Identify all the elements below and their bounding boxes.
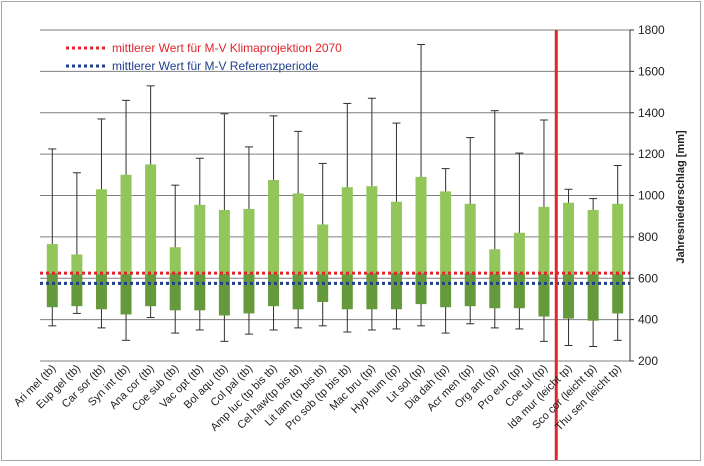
box-upper [120, 174, 132, 275]
box-upper [243, 208, 255, 275]
box-upper [268, 179, 280, 275]
box-lower [440, 274, 452, 308]
y-tick-label: 1400 [638, 106, 665, 120]
box-lower [120, 274, 132, 315]
box-upper [390, 201, 402, 274]
box-lower [145, 274, 157, 307]
box-upper [563, 202, 575, 275]
box-upper [95, 189, 107, 275]
box-lower [538, 274, 550, 317]
y-tick-label: 600 [638, 271, 658, 285]
box-lower [292, 274, 304, 310]
box-upper [71, 254, 83, 275]
box-upper [145, 164, 157, 275]
box-upper [489, 249, 501, 275]
y-axis-label: Jahresniederschlag [mm] [675, 130, 687, 264]
y-tick-label: 800 [638, 230, 658, 244]
legend-reference-label: mittlerer Wert für M-V Referenzperiode [112, 59, 319, 73]
box-upper [292, 193, 304, 275]
box-lower [489, 274, 501, 309]
reference-line-layer [40, 30, 630, 460]
box-upper [587, 209, 599, 275]
box-lower [317, 274, 329, 303]
box-lower [341, 274, 353, 310]
box-upper [341, 187, 353, 275]
box-upper [366, 186, 378, 274]
y-tick-label: 1800 [638, 23, 665, 37]
grid-layer [40, 29, 630, 362]
y-tick-label: 200 [638, 354, 658, 368]
box-upper [194, 204, 206, 275]
box-lower [95, 274, 107, 310]
legend-future-label: mittlerer Wert für M-V Klimaprojektion 2… [112, 41, 342, 55]
box-upper [169, 247, 181, 274]
box-layer [46, 43, 624, 348]
box-lower [243, 274, 255, 314]
box-lower [218, 274, 230, 316]
box-lower [390, 273, 402, 310]
box-lower [366, 273, 378, 310]
box-upper [538, 206, 550, 275]
y-tick-label: 1200 [638, 147, 665, 161]
box-upper [440, 191, 452, 275]
box-upper [317, 224, 329, 275]
box-lower [46, 273, 58, 308]
y-tick-label: 400 [638, 313, 658, 327]
box-lower [612, 274, 624, 314]
box-upper [612, 203, 624, 275]
box-upper [464, 203, 476, 274]
box-upper [218, 209, 230, 275]
legend: mittlerer Wert für M-V Klimaprojektion 2… [66, 41, 342, 73]
box-lower [71, 274, 83, 307]
box-upper [513, 232, 525, 274]
box-lower [169, 273, 181, 311]
box-lower [513, 273, 525, 309]
box-lower [464, 273, 476, 307]
box-lower [587, 274, 599, 321]
box-lower [415, 273, 427, 305]
box-lower [563, 274, 575, 319]
box-lower [194, 274, 206, 311]
y-tick-label: 1600 [638, 64, 665, 78]
box-upper [46, 244, 58, 274]
y-tick-label: 1000 [638, 189, 665, 203]
box-upper [415, 176, 427, 274]
box-lower [268, 274, 280, 307]
